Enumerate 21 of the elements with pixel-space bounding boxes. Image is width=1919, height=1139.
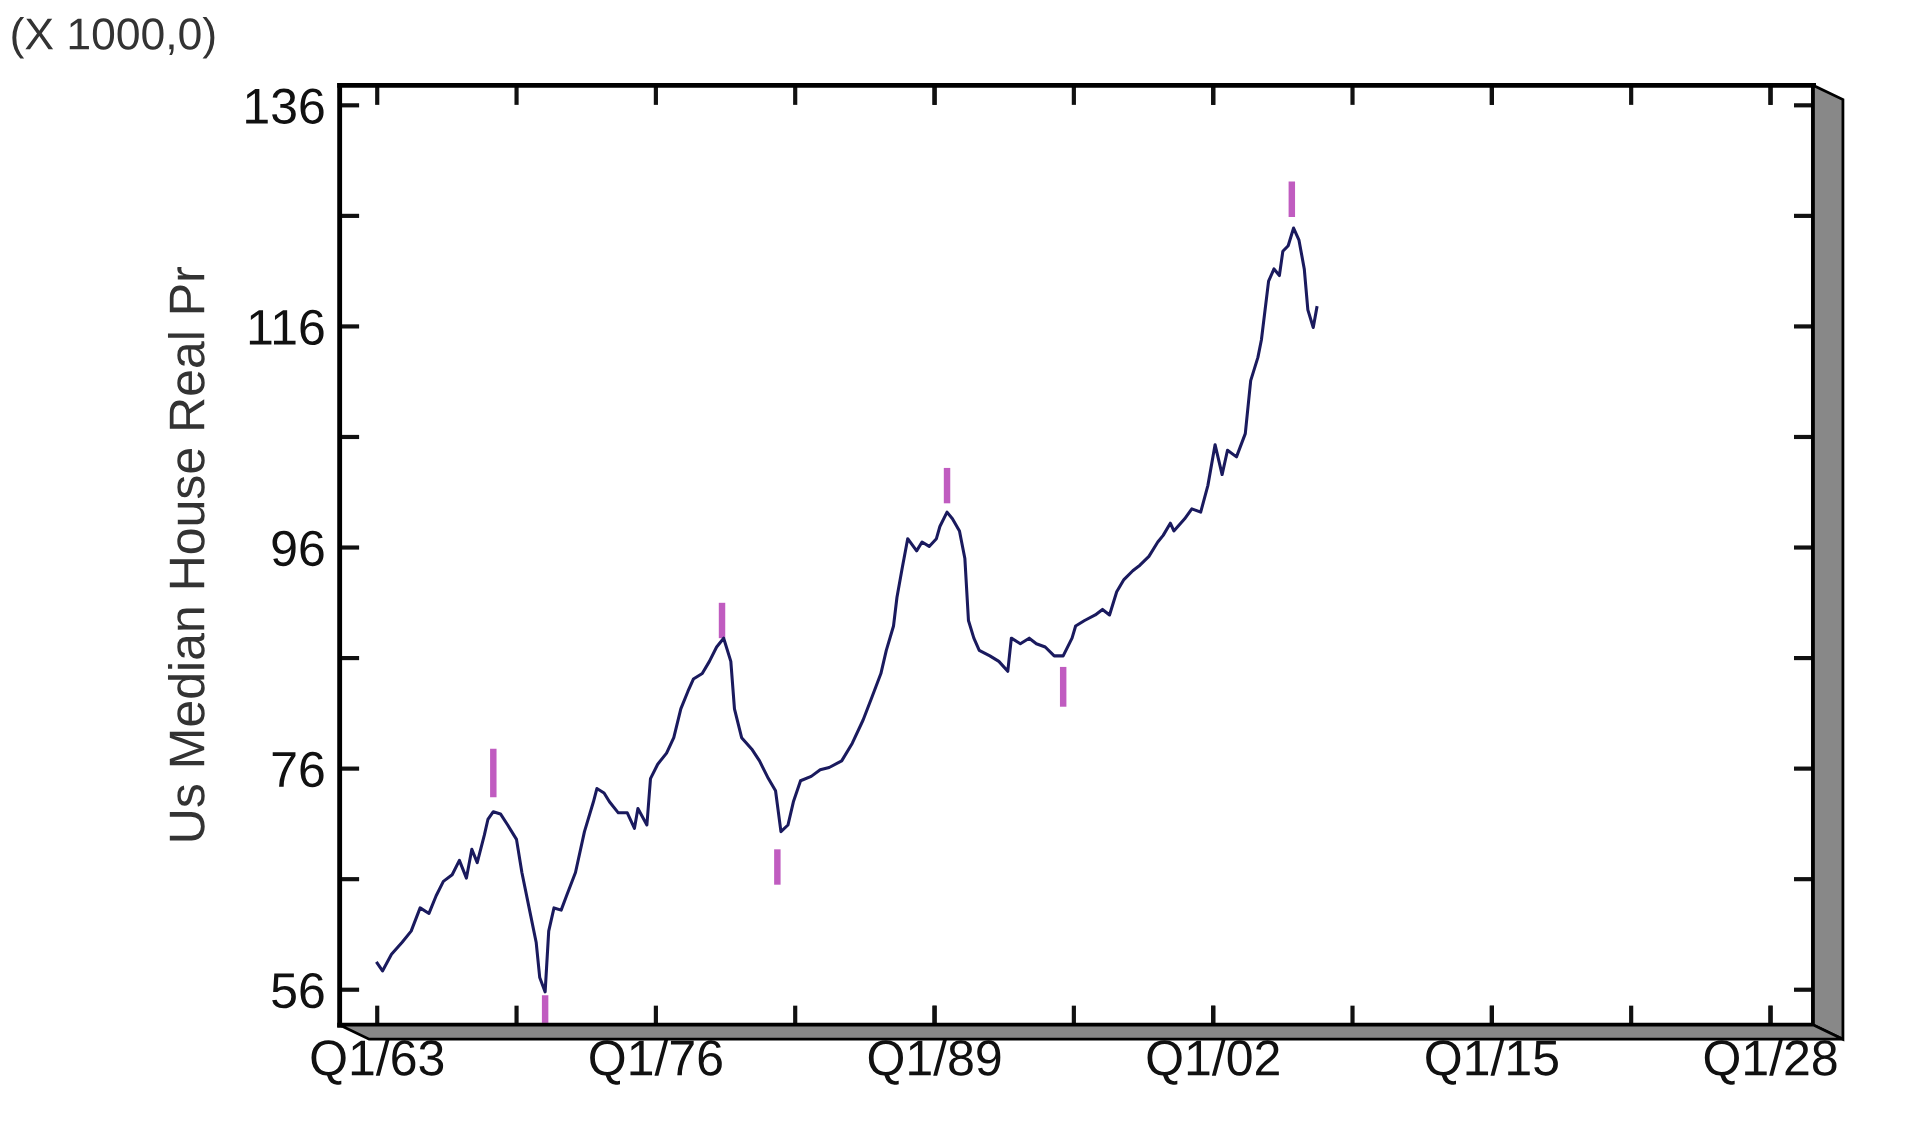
y-tick-label: 76 — [272, 751, 324, 788]
y-tick-label: 116 — [249, 309, 324, 346]
bar — [541, 995, 549, 1023]
bar — [1059, 666, 1067, 707]
x-tick-label: Q1/15 — [1426, 1038, 1558, 1085]
bar — [718, 602, 726, 639]
x-tick-label: Q1/02 — [1147, 1038, 1279, 1085]
bar — [490, 748, 497, 798]
line-series — [375, 226, 1319, 994]
y-tick-label: 56 — [272, 972, 324, 1009]
bar — [1288, 181, 1296, 217]
text: (X 1000,0) — [12, 17, 215, 59]
x-tick-label: Q1/76 — [590, 1038, 722, 1085]
x-tick-label: Q1/89 — [868, 1038, 1001, 1085]
bar — [943, 467, 951, 504]
y-tick-label: 96 — [272, 530, 324, 567]
y-axis-title: Us Median House Real Pr — [167, 267, 205, 841]
x-tick-label: Q1/28 — [1704, 1038, 1837, 1085]
x-tick-label: Q1/63 — [311, 1038, 444, 1085]
bar — [774, 849, 781, 885]
y-tick-label: 136 — [246, 88, 324, 124]
